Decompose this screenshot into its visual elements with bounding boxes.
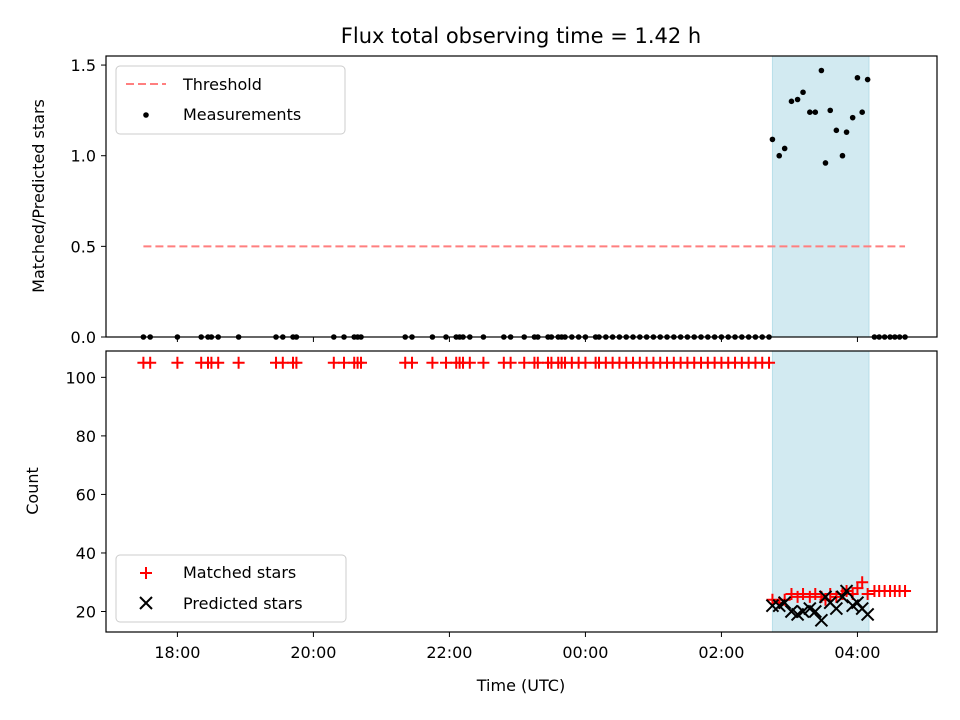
matched-star-point <box>171 356 184 369</box>
matched-star-point <box>290 356 303 369</box>
ratio-legend <box>115 65 346 135</box>
measurement-point <box>769 136 776 143</box>
ratio-y-tick-label: 1.0 <box>71 147 96 166</box>
measurement-point <box>812 109 819 115</box>
measurement-point <box>822 160 829 166</box>
matched-star-point <box>803 590 816 603</box>
matched-legend-swatch <box>140 567 152 579</box>
predicted-star-point <box>839 584 854 598</box>
count-y-tick-label: 40 <box>76 544 96 563</box>
x-tick-label: 18:00 <box>154 643 200 662</box>
measurement-point <box>859 109 865 115</box>
measurement-point <box>839 152 846 159</box>
count-observing-window <box>771 350 870 633</box>
ratio-panel: 0.0 0.5 1.0 1.5 Threshold Measurements <box>71 55 938 347</box>
predicted-legend-label: Predicted stars <box>183 594 303 613</box>
predicted-star-point <box>829 601 844 616</box>
measurement-point <box>827 107 834 114</box>
measurements-legend-label: Measurements <box>183 105 301 124</box>
matched-star-point <box>531 356 544 369</box>
count-axes-frame <box>105 350 938 633</box>
matched-star-point <box>212 356 225 369</box>
measurement-point <box>807 109 813 115</box>
ratio-y-axis-label: Matched/Predicted stars <box>29 99 48 293</box>
count-legend <box>115 554 347 623</box>
threshold-legend-label: Threshold <box>182 75 262 94</box>
count-panel: 18:00 20:00 22:00 00:00 02:00 04:00 20 40 60 80 10… <box>65 350 938 662</box>
matched-star-point <box>518 356 531 369</box>
predicted-star-point <box>808 604 822 619</box>
matched-star-point <box>276 356 289 369</box>
measurement-point <box>794 96 801 103</box>
count-y-tick-label: 80 <box>76 427 96 446</box>
predicted-legend-swatch <box>139 596 153 610</box>
x-axis-label: Time (UTC) <box>476 676 565 695</box>
matched-star-point <box>785 587 798 600</box>
count-y-tick-label: 60 <box>76 485 96 504</box>
predicted-star-point <box>835 590 850 604</box>
count-y-axis-label: Count <box>23 467 42 515</box>
x-tick-label: 02:00 <box>698 643 744 662</box>
matched-star-point <box>338 356 351 369</box>
matched-star-point <box>232 356 245 369</box>
x-tick-label: 00:00 <box>562 643 608 662</box>
measurement-point <box>843 129 850 135</box>
matched-star-point <box>504 356 517 369</box>
chart-title: Flux total observing time = 1.42 h <box>341 24 701 48</box>
count-y-tick-label: 100 <box>65 368 96 387</box>
predicted-star-point <box>796 604 810 619</box>
ratio-axes-frame <box>105 55 938 338</box>
matched-legend-label: Matched stars <box>183 563 296 582</box>
predicted-star-point <box>860 607 875 622</box>
predicted-star-point <box>814 613 829 627</box>
matched-star-point <box>766 593 779 606</box>
matched-star-point <box>791 590 804 603</box>
x-tick-label: 04:00 <box>834 643 880 662</box>
matched-star-point <box>477 356 490 369</box>
predicted-star-point <box>777 596 792 610</box>
matched-star-point <box>809 587 822 600</box>
measurement-point <box>781 145 788 152</box>
measurement-point <box>818 67 825 74</box>
matched-star-point <box>797 587 810 600</box>
matched-star-point <box>426 356 439 369</box>
ratio-y-tick-label: 0.5 <box>71 237 96 256</box>
x-tick-label: 22:00 <box>426 643 472 662</box>
x-tick-label: 20:00 <box>290 643 336 662</box>
matched-star-point <box>861 587 874 600</box>
measurements-legend-swatch <box>143 112 149 118</box>
measurement-point <box>864 76 871 83</box>
measurement-point <box>854 74 861 81</box>
matched-star-point <box>824 587 837 600</box>
matched-star-point <box>463 356 476 369</box>
matched-star-point <box>406 356 419 369</box>
matched-star-point <box>355 356 368 369</box>
measurement-point <box>776 152 783 159</box>
count-y-tick-label: 20 <box>76 603 96 622</box>
measurement-point <box>849 114 856 121</box>
matched-star-point <box>327 356 340 369</box>
measurement-point <box>788 98 795 105</box>
ratio-y-tick-label: 1.5 <box>71 56 96 75</box>
matched-star-point <box>144 356 157 369</box>
ratio-observing-window <box>771 55 870 338</box>
matched-star-point <box>763 356 776 369</box>
measurement-point <box>833 127 840 134</box>
matched-star-point <box>899 585 912 598</box>
ratio-y-tick-label: 0.0 <box>71 328 96 347</box>
matched-star-point <box>856 576 869 589</box>
matched-star-point <box>440 356 453 369</box>
matched-star-point <box>579 356 592 369</box>
measurement-point <box>800 89 806 96</box>
